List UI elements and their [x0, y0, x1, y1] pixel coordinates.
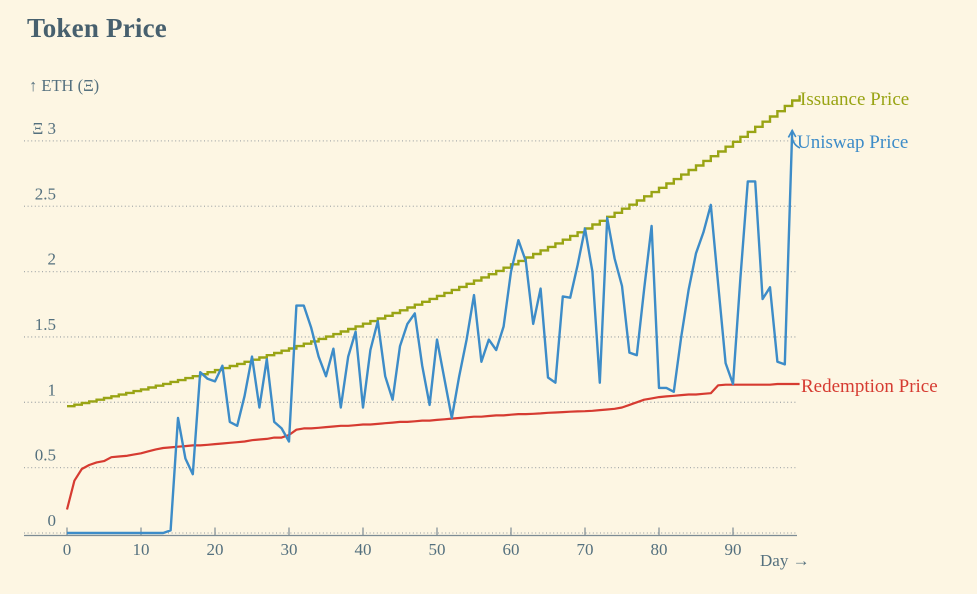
- y-tick-label-1: 1: [48, 380, 57, 399]
- uniswap-price-line: [67, 130, 794, 535]
- x-tick-label-30: 30: [281, 540, 298, 559]
- x-tick-label-80: 80: [651, 540, 668, 559]
- redemption-price-label: Redemption Price: [801, 376, 938, 397]
- y-tick-label-2: 2: [48, 250, 57, 269]
- y-tick-label-0.5: 0.5: [35, 446, 56, 465]
- x-tick-label-50: 50: [429, 540, 446, 559]
- issuance-price-line: [67, 95, 801, 408]
- x-axis-label: Day →: [760, 551, 810, 570]
- uniswap-label-arrow: [791, 132, 801, 149]
- x-tick-label-60: 60: [503, 540, 520, 559]
- y-axis-label: ↑ ETH (Ξ): [29, 76, 100, 95]
- y-tick-label-2.5: 2.5: [35, 184, 56, 203]
- x-tick-label-10: 10: [133, 540, 150, 559]
- x-tick-label-70: 70: [577, 540, 594, 559]
- uniswap-price-label: Uniswap Price: [797, 132, 909, 153]
- chart-title: Token Price: [27, 13, 167, 43]
- redemption-price-line: [65, 382, 800, 510]
- x-tick-label-20: 20: [207, 540, 224, 559]
- y-tick-label-1.5: 1.5: [35, 315, 56, 334]
- issuance-price-label: Issuance Price: [800, 89, 910, 110]
- x-tick-label-0: 0: [63, 540, 72, 559]
- x-tick-label-40: 40: [355, 540, 372, 559]
- y-tick-label-0: 0: [48, 511, 57, 530]
- x-tick-label-90: 90: [725, 540, 742, 559]
- uniswap-arrowhead-icon: [787, 128, 797, 138]
- y-tick-label-3: Ξ 3: [32, 119, 56, 138]
